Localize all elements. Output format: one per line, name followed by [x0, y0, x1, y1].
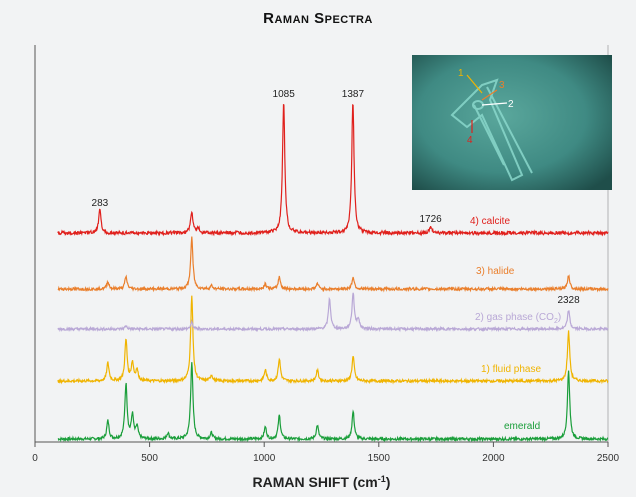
series-label: 2) gas phase (CO2)	[475, 312, 561, 325]
series-line-2	[57, 292, 609, 333]
chart-title: Raman Spectra	[263, 10, 373, 27]
x-tick-label: 2500	[597, 453, 620, 464]
inset-label-2: 2	[508, 99, 514, 110]
inset-label-3: 3	[499, 80, 505, 91]
series-line-1	[57, 295, 609, 385]
series-line-0	[57, 362, 609, 443]
x-tick-label: 1000	[253, 453, 276, 464]
x-tick-label: 500	[141, 453, 158, 464]
peak-annotation: 1726	[419, 214, 442, 225]
x-tick-label: 0	[32, 453, 38, 464]
peak-annotation: 2328	[557, 295, 580, 306]
inset-micrograph: 1 2 3 4	[412, 55, 612, 190]
series-label: emerald	[504, 421, 540, 432]
series-label: 4) calcite	[470, 216, 510, 227]
x-tick-label: 2000	[482, 453, 505, 464]
peak-annotation: 283	[92, 198, 109, 209]
x-axis-label: RAMAN SHIFT (cm-1)	[253, 474, 391, 490]
series-label: 1) fluid phase	[481, 364, 541, 375]
peak-annotation: 1387	[342, 89, 365, 100]
inset-background	[412, 55, 612, 190]
x-tick-label: 1500	[368, 453, 391, 464]
series-line-4	[57, 103, 609, 237]
inset-label-1: 1	[458, 68, 464, 79]
series-line-3	[57, 236, 609, 293]
series-label: 3) halide	[476, 266, 515, 277]
inset-pointers	[466, 74, 508, 133]
inset-label-4: 4	[467, 135, 473, 146]
peak-annotation: 1085	[273, 89, 296, 100]
